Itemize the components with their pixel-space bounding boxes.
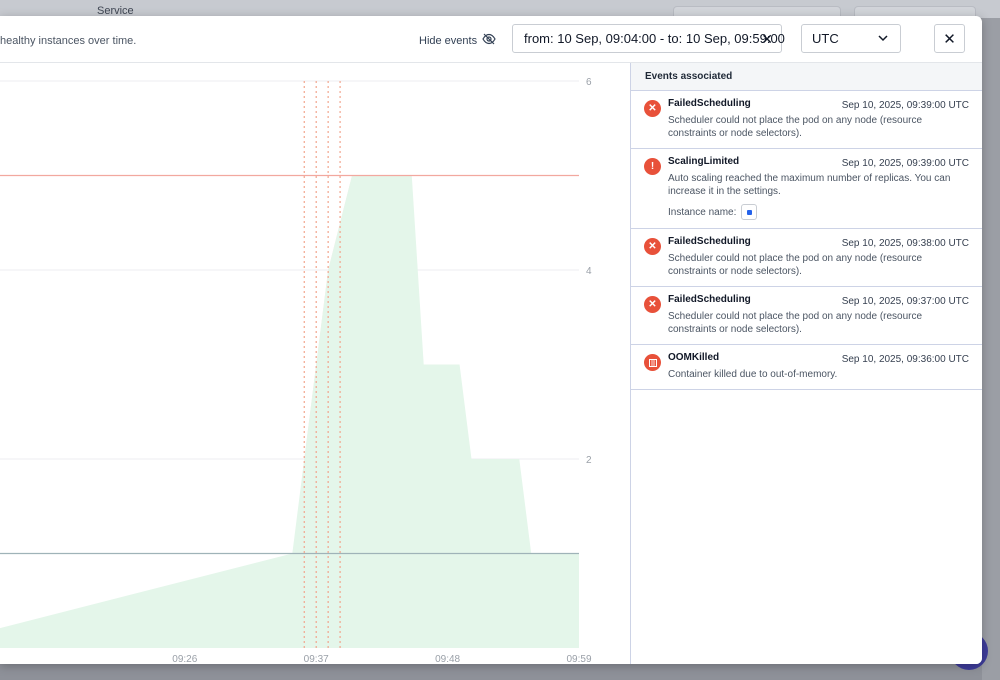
timezone-value: UTC	[812, 31, 839, 46]
event-item: ✕ FailedScheduling Sep 10, 2025, 09:38:0…	[631, 229, 982, 287]
chart-description: healthy instances over time.	[0, 35, 137, 47]
date-range-field[interactable]: from: 10 Sep, 09:04:00 - to: 10 Sep, 09:…	[512, 24, 785, 53]
instances-chart: 2 4 6 09:26 09:37 09:48 09:59	[0, 63, 630, 664]
event-time: Sep 10, 2025, 09:37:00 UTC	[841, 296, 969, 307]
event-message: Scheduler could not place the pod on any…	[668, 115, 923, 139]
x-tick-label: 09:48	[435, 654, 460, 664]
event-type: ScalingLimited	[668, 156, 740, 167]
event-item: ✕ FailedScheduling Sep 10, 2025, 09:39:0…	[631, 91, 982, 149]
event-time: Sep 10, 2025, 09:39:00 UTC	[841, 158, 969, 169]
warning-icon: !	[644, 158, 661, 175]
chevron-down-icon	[877, 32, 889, 47]
event-item: OOMKilled Sep 10, 2025, 09:36:00 UTC Con…	[631, 345, 982, 390]
eye-off-icon	[482, 33, 496, 48]
chart-svg: 2 4 6 09:26 09:37 09:48 09:59	[0, 77, 592, 664]
close-button[interactable]: ✕	[934, 24, 965, 53]
events-panel-title: Events associated	[631, 63, 982, 91]
y-tick-label: 6	[586, 77, 592, 88]
background-button	[854, 6, 976, 19]
hide-events-label: Hide events	[419, 34, 478, 47]
service-label: Service	[97, 5, 134, 17]
healthy-area	[0, 175, 579, 648]
memory-icon	[644, 354, 661, 371]
event-type: FailedScheduling	[668, 294, 751, 305]
event-message: Scheduler could not place the pod on any…	[668, 311, 923, 335]
background-topbar: Service	[0, 0, 1000, 19]
x-circle-icon: ✕	[644, 296, 661, 313]
x-circle-icon: ✕	[644, 238, 661, 255]
modal-header: healthy instances over time. Hide events…	[0, 16, 982, 63]
event-message: Auto scaling reached the maximum number …	[668, 173, 951, 197]
date-range-value: from: 10 Sep, 09:04:00 - to: 10 Sep, 09:…	[524, 31, 785, 46]
instance-name-row: Instance name:	[668, 204, 971, 220]
event-time: Sep 10, 2025, 09:39:00 UTC	[841, 100, 969, 111]
x-tick-label: 09:37	[304, 654, 329, 664]
event-message: Scheduler could not place the pod on any…	[668, 253, 923, 277]
event-item: ! ScalingLimited Sep 10, 2025, 09:39:00 …	[631, 149, 982, 229]
hide-events-toggle[interactable]: Hide events	[419, 33, 496, 48]
instances-modal: healthy instances over time. Hide events…	[0, 16, 982, 664]
x-tick-label: 09:59	[566, 654, 591, 664]
instance-dot-icon	[746, 209, 752, 215]
event-item: ✕ FailedScheduling Sep 10, 2025, 09:37:0…	[631, 287, 982, 345]
event-type: OOMKilled	[668, 352, 720, 363]
close-icon: ✕	[943, 30, 956, 48]
y-tick-label: 2	[586, 455, 592, 466]
timezone-select[interactable]: UTC	[801, 24, 901, 53]
event-time: Sep 10, 2025, 09:36:00 UTC	[841, 354, 969, 365]
background-button	[673, 6, 841, 19]
background-right-edge	[982, 18, 1000, 680]
event-type: FailedScheduling	[668, 98, 751, 109]
instance-chip[interactable]	[741, 204, 758, 220]
clear-range-icon[interactable]: ✕	[761, 31, 773, 47]
x-tick-label: 09:26	[172, 654, 197, 664]
x-circle-icon: ✕	[644, 100, 661, 117]
events-panel: Events associated ✕ FailedScheduling Sep…	[630, 63, 982, 664]
instance-name-label: Instance name:	[668, 206, 737, 218]
event-time: Sep 10, 2025, 09:38:00 UTC	[841, 238, 969, 249]
event-message: Container killed due to out-of-memory.	[668, 369, 838, 380]
y-tick-label: 4	[586, 266, 592, 277]
event-type: FailedScheduling	[668, 236, 751, 247]
